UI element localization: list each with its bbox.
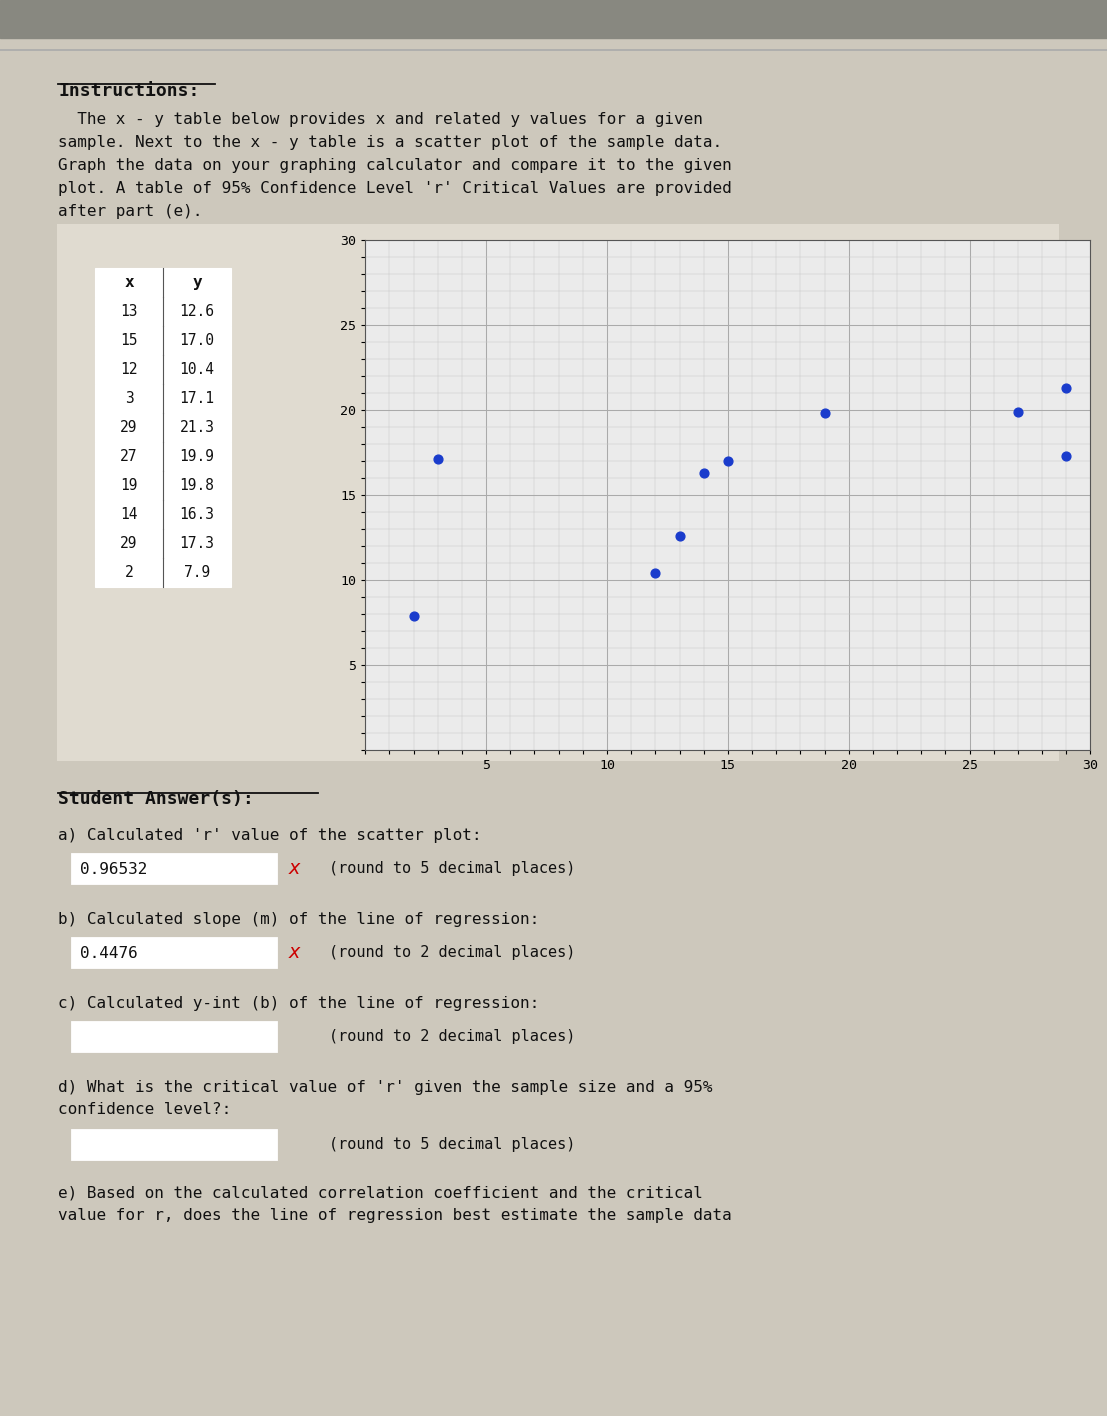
Text: value for r, does the line of regression best estimate the sample data: value for r, does the line of regression… [58, 1208, 732, 1223]
Bar [95, 355, 231, 384]
Text: (round to 2 decimal places): (round to 2 decimal places) [329, 1029, 576, 1045]
Text: 3: 3 [125, 391, 133, 406]
Text: 19.8: 19.8 [179, 479, 215, 493]
Bar [95, 326, 231, 355]
Point [720, 450, 737, 473]
Text: 14: 14 [121, 507, 137, 523]
Point [430, 447, 447, 470]
Text: y: y [193, 275, 201, 290]
Bar [95, 384, 231, 413]
Text: The x - y table below provides x and related y values for a given: The x - y table below provides x and rel… [58, 112, 703, 127]
Bar [95, 413, 231, 442]
Text: 10.4: 10.4 [179, 362, 215, 377]
Bar [95, 442, 231, 472]
Text: 17.0: 17.0 [179, 333, 215, 348]
Point [1010, 401, 1027, 423]
Text: 0.4476: 0.4476 [80, 946, 137, 960]
Text: b) Calculated slope (m) of the line of regression:: b) Calculated slope (m) of the line of r… [58, 912, 539, 927]
Text: (round to 5 decimal places): (round to 5 decimal places) [329, 861, 576, 877]
Text: Graph the data on your graphing calculator and compare it to the given: Graph the data on your graphing calculat… [58, 159, 732, 173]
Text: 12: 12 [121, 362, 137, 377]
Text: 15: 15 [121, 333, 137, 348]
Text: 21.3: 21.3 [179, 421, 215, 435]
Bar [95, 500, 231, 530]
Text: 17.1: 17.1 [179, 391, 215, 406]
Point [1057, 445, 1075, 467]
Bar [95, 558, 231, 588]
Text: Instructions:: Instructions: [58, 82, 199, 101]
Point [1057, 377, 1075, 399]
Text: confidence level?:: confidence level?: [58, 1102, 231, 1117]
Text: c) Calculated y-int (b) of the line of regression:: c) Calculated y-int (b) of the line of r… [58, 995, 539, 1011]
Point [695, 462, 713, 484]
Bar [95, 530, 231, 558]
Point [816, 402, 834, 425]
Bar [58, 225, 1058, 760]
Text: 17.3: 17.3 [179, 537, 215, 551]
Text: 27: 27 [121, 449, 137, 464]
Point [405, 605, 423, 627]
Text: plot. A table of 95% Confidence Level 'r' Critical Values are provided: plot. A table of 95% Confidence Level 'r… [58, 181, 732, 195]
Text: x: x [289, 860, 301, 878]
Text: Student Answer(s):: Student Answer(s): [58, 790, 254, 809]
Text: (round to 5 decimal places): (round to 5 decimal places) [329, 1137, 576, 1153]
Point [671, 524, 689, 547]
Text: 19: 19 [121, 479, 137, 493]
Bar [72, 1130, 277, 1160]
Text: d) What is the critical value of 'r' given the sample size and a 95%: d) What is the critical value of 'r' giv… [58, 1080, 713, 1095]
Bar [95, 297, 231, 326]
Point [646, 562, 664, 585]
Text: 19.9: 19.9 [179, 449, 215, 464]
Bar [72, 937, 277, 969]
Text: 7.9: 7.9 [184, 565, 210, 581]
Text: a) Calculated 'r' value of the scatter plot:: a) Calculated 'r' value of the scatter p… [58, 828, 482, 843]
Text: 12.6: 12.6 [179, 304, 215, 319]
Text: x: x [289, 943, 301, 963]
Text: sample. Next to the x - y table is a scatter plot of the sample data.: sample. Next to the x - y table is a sca… [58, 135, 722, 150]
Text: x: x [124, 275, 134, 290]
Text: e) Based on the calculated correlation coefficient and the critical: e) Based on the calculated correlation c… [58, 1187, 703, 1201]
Bar [95, 268, 231, 297]
Bar [0, 0, 1107, 38]
Bar [72, 1022, 277, 1052]
Text: (round to 2 decimal places): (round to 2 decimal places) [329, 946, 576, 960]
Bar [95, 472, 231, 500]
Text: after part (e).: after part (e). [58, 204, 203, 219]
Text: 13: 13 [121, 304, 137, 319]
Text: 0.96532: 0.96532 [80, 861, 147, 877]
Text: 29: 29 [121, 537, 137, 551]
Bar [72, 854, 277, 884]
Text: 29: 29 [121, 421, 137, 435]
Text: 16.3: 16.3 [179, 507, 215, 523]
Text: 2: 2 [125, 565, 133, 581]
